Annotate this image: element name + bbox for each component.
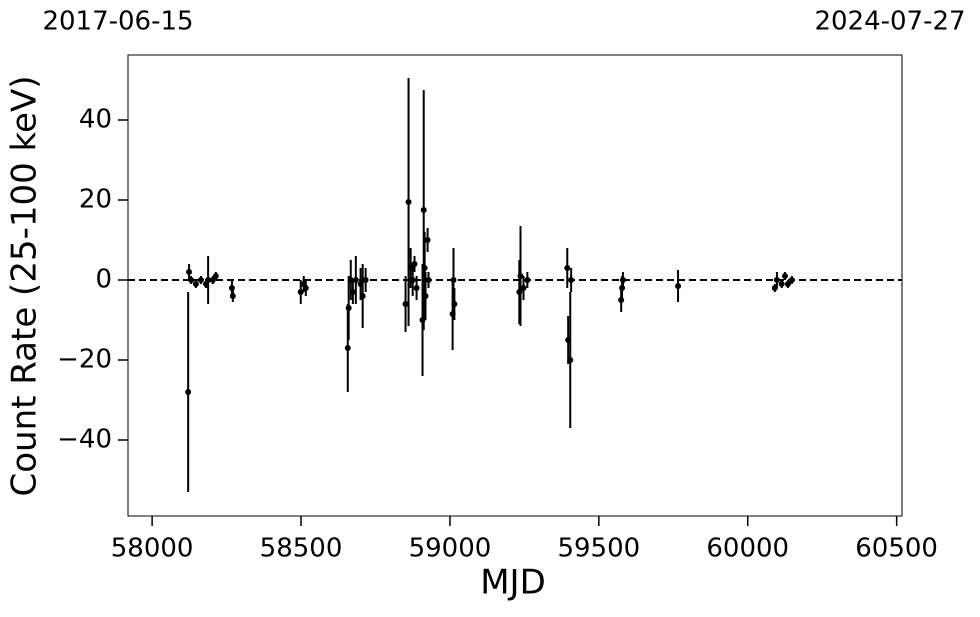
data-point xyxy=(424,237,431,243)
data-point xyxy=(186,269,193,275)
data-point xyxy=(302,285,309,291)
y-axis-label: Count Rate (25-100 keV) xyxy=(5,76,45,497)
data-point xyxy=(784,281,791,287)
data-point xyxy=(411,261,418,267)
x-tick-label: 58500 xyxy=(260,534,343,564)
top-axis-label: 2024-07-27 xyxy=(814,7,965,37)
data-point xyxy=(773,277,780,283)
x-tick-label: 60500 xyxy=(855,534,938,564)
top-axis-label: 2017-06-15 xyxy=(42,7,193,37)
data-point xyxy=(413,285,420,291)
data-point xyxy=(192,281,199,287)
plot-frame xyxy=(127,54,903,517)
data-point xyxy=(422,293,429,299)
data-point xyxy=(421,265,428,271)
data-point xyxy=(405,199,412,205)
data-point xyxy=(228,285,235,291)
data-point xyxy=(359,293,366,299)
data-point xyxy=(567,357,574,363)
data-point xyxy=(229,293,236,299)
data-point xyxy=(297,289,304,295)
data-point xyxy=(619,277,626,283)
data-point xyxy=(212,273,219,279)
data-point xyxy=(185,389,192,395)
data-point xyxy=(409,277,416,283)
data-point xyxy=(524,277,531,283)
x-tick-label: 58000 xyxy=(111,534,194,564)
y-tick-label: −20 xyxy=(57,345,112,375)
data-point xyxy=(345,305,352,311)
y-tick-label: 20 xyxy=(79,185,112,215)
data-point xyxy=(675,283,682,289)
x-axis-label: MJD xyxy=(480,563,546,603)
data-point xyxy=(420,207,427,213)
y-tick-label: 40 xyxy=(79,105,112,135)
data-point xyxy=(450,277,457,283)
x-tick-label: 60000 xyxy=(706,534,789,564)
data-point xyxy=(520,285,527,291)
data-point xyxy=(425,277,432,283)
data-point xyxy=(564,265,571,271)
x-tick-label: 59000 xyxy=(409,534,492,564)
data-point xyxy=(451,301,458,307)
data-point xyxy=(205,277,212,283)
y-tick-label: −40 xyxy=(57,425,112,455)
data-point xyxy=(517,273,524,279)
data-point xyxy=(344,345,351,351)
data-point xyxy=(197,277,204,283)
y-tick-label: 0 xyxy=(95,265,112,295)
x-tick-label: 59500 xyxy=(557,534,640,564)
data-point xyxy=(402,301,409,307)
data-point xyxy=(781,273,788,279)
data-point xyxy=(788,277,795,283)
data-point xyxy=(349,289,356,295)
data-point xyxy=(362,277,369,283)
data-point xyxy=(188,277,195,283)
data-point xyxy=(778,281,785,287)
data-point xyxy=(352,277,359,283)
data-point xyxy=(568,277,575,283)
